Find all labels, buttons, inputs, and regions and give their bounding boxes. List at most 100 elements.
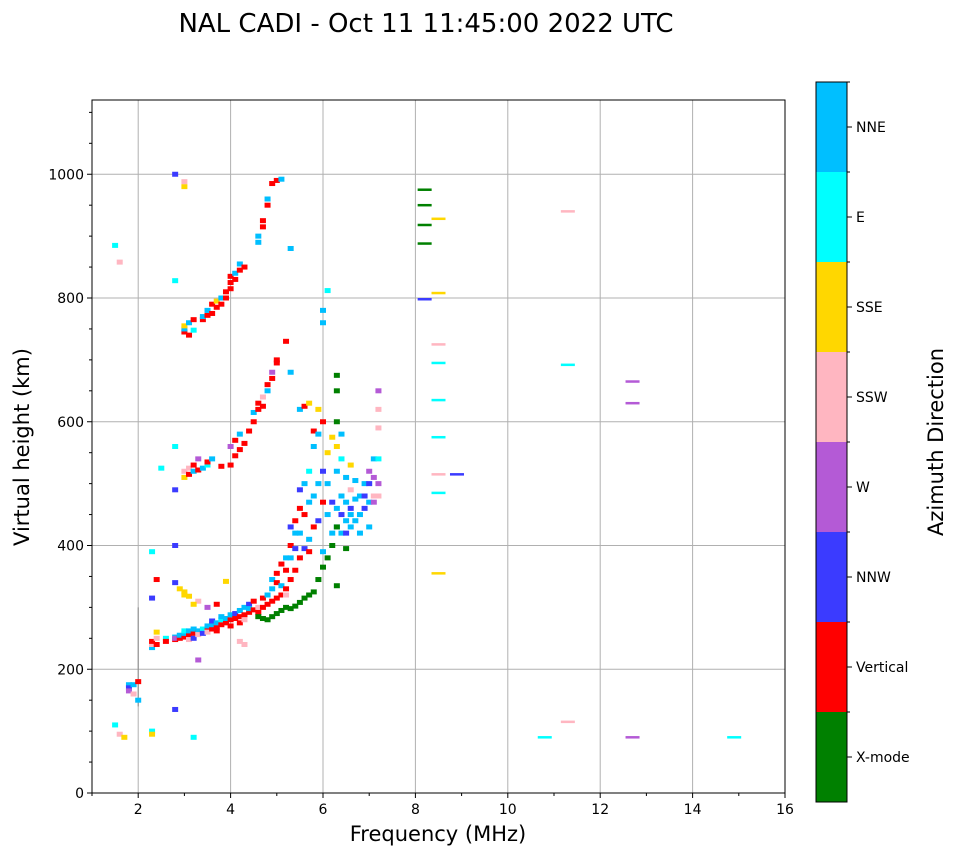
colorbar-segment (816, 352, 847, 442)
data-point-vertical (273, 595, 280, 601)
data-point-vertical (255, 400, 262, 406)
data-point-ssw (181, 179, 188, 185)
data-point-sse (222, 578, 229, 584)
data-point-ssw (153, 635, 160, 641)
data-point-vertical (213, 628, 220, 634)
data-point-sse (121, 734, 128, 740)
data-point-vertical (241, 440, 248, 446)
data-point-nne (343, 499, 350, 505)
data-point-vertical (222, 289, 229, 295)
data-point-vertical (241, 612, 248, 618)
data-point-vertical (190, 630, 197, 636)
data-point-x-mode (264, 617, 271, 623)
data-point-vertical (218, 463, 225, 469)
x-tick-label: 8 (411, 802, 420, 818)
data-point-nne (195, 628, 202, 634)
x-tick-label: 2 (134, 802, 143, 818)
data-point-vertical (209, 301, 216, 307)
data-point-nne (241, 604, 248, 610)
data-point-ssw (149, 642, 156, 647)
data-point-nne (255, 239, 262, 245)
data-point-vertical (273, 357, 280, 363)
data-point-x-mode (417, 203, 432, 207)
data-point-vertical (320, 499, 326, 505)
data-point-ssw (375, 406, 382, 412)
data-point-vertical (153, 577, 160, 583)
data-point-nnw (172, 580, 179, 586)
x-tick-label: 16 (776, 802, 794, 818)
data-point-nne (366, 524, 373, 530)
data-point-ssw (116, 259, 123, 265)
colorbar-segment (816, 532, 847, 622)
x-axis: 2 4 6 8 10 12 14 16 (91, 793, 794, 818)
data-point-e (181, 628, 188, 634)
data-point-nnw (199, 630, 206, 636)
data-point-vertical (259, 224, 266, 230)
data-point-vertical (181, 634, 188, 640)
data-point-nne (236, 607, 243, 613)
data-point-vertical (236, 614, 243, 620)
data-point-nne (218, 295, 225, 301)
y-axis-label: Virtual height (km) (10, 348, 34, 546)
data-point-nne (209, 622, 216, 628)
data-point-x-mode (306, 592, 313, 598)
data-point-nne (306, 536, 313, 542)
data-point-w (204, 604, 211, 610)
data-point-nne (204, 623, 211, 629)
data-point-nne (370, 456, 377, 462)
data-point-nne (338, 530, 345, 536)
data-point-vertical (227, 280, 234, 286)
data-point-e (190, 327, 197, 333)
data-point-ssw (241, 617, 248, 623)
data-point-vertical (204, 459, 211, 465)
data-point-e (218, 617, 225, 623)
data-point-vertical (278, 561, 285, 567)
data-point-x-mode (269, 614, 276, 620)
data-point-x-mode (417, 242, 432, 245)
y-tick-label: 600 (57, 415, 84, 431)
data-point-nne (310, 493, 317, 499)
data-point-nne (333, 468, 340, 474)
data-point-sse (153, 629, 160, 635)
data-point-ssw (204, 629, 211, 635)
colorbar-segment (816, 712, 847, 802)
data-point-vertical (283, 338, 290, 344)
chart-title: NAL CADI - Oct 11 11:45:00 2022 UTC (178, 9, 673, 39)
data-point-vertical (283, 586, 290, 592)
data-point-x-mode (283, 604, 290, 610)
data-point-nne (199, 465, 206, 471)
data-point-nnw (232, 611, 239, 617)
data-point-nne (352, 496, 359, 502)
data-point-nne (361, 481, 368, 487)
data-point-nne (296, 530, 303, 536)
data-point-sse (181, 589, 188, 595)
data-point-nne (264, 388, 271, 394)
data-point-nne (204, 307, 211, 313)
data-point-x-mode (287, 606, 294, 612)
data-point-nne (176, 632, 183, 638)
data-point-vertical (195, 467, 202, 473)
colorbar-label-x-mode: X-mode (856, 750, 910, 766)
data-point-w (269, 369, 276, 375)
data-point-vertical (255, 406, 262, 412)
data-point-w (366, 468, 373, 474)
data-point-vertical (273, 580, 280, 586)
data-point-vertical (227, 273, 234, 279)
data-point-ssw (130, 691, 137, 697)
data-point-nne (356, 493, 363, 499)
data-point-nne (232, 270, 239, 276)
data-point-nne (338, 431, 345, 437)
data-point-nne (186, 628, 193, 634)
data-point-nnw (172, 543, 179, 548)
data-point-sse (347, 462, 354, 468)
data-point-vertical (199, 317, 206, 323)
data-point-vertical (241, 264, 248, 270)
data-point-vertical (273, 570, 280, 576)
data-point-sse (176, 586, 183, 592)
data-point-nne (255, 233, 262, 239)
data-point-e (431, 398, 446, 402)
data-point-x-mode (278, 607, 285, 613)
data-point-vertical (278, 592, 285, 598)
data-point-vertical (250, 419, 257, 425)
